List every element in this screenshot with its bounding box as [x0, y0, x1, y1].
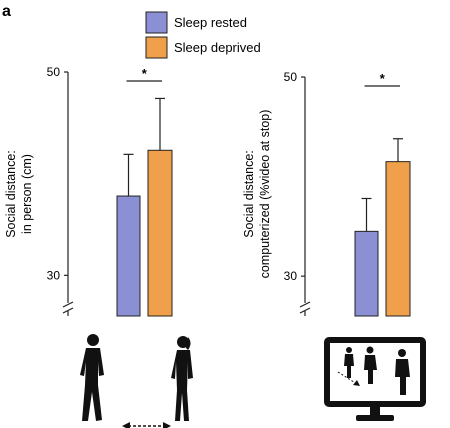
y-axis-label-line2: in person (cm) [20, 154, 34, 234]
axis-break-mark [62, 307, 74, 314]
legend-label-sleep-rested: Sleep rested [174, 15, 247, 30]
y-tick-label: 50 [47, 65, 61, 79]
bar [354, 230, 379, 317]
monitor-with-people-icon [324, 337, 426, 421]
legend: Sleep rested Sleep deprived [145, 11, 261, 59]
chart-computerized: Social distance: computerized (%video at… [242, 70, 411, 317]
axis-break-mark [299, 301, 311, 308]
axis-break-mark [299, 307, 311, 314]
bar [147, 149, 173, 317]
y-tick-label: 30 [47, 268, 61, 282]
significance-label: * [142, 66, 148, 81]
y-axis-label-line1: Social distance: [4, 150, 18, 238]
chart-in-person: Social distance: in person (cm) 30 50 * [4, 65, 173, 317]
significance-label: * [380, 71, 386, 86]
legend-label-sleep-deprived: Sleep deprived [174, 40, 261, 55]
two-people-walking-icon [80, 334, 193, 428]
y-tick-label: 30 [284, 269, 298, 283]
y-axis-label-line2: computerized (%video at stop) [258, 110, 272, 279]
panel-label: a [2, 3, 11, 20]
legend-swatch-sleep-deprived [145, 36, 168, 59]
y-axis-label-line1: Social distance: [242, 150, 256, 238]
y-tick-label: 50 [284, 70, 298, 84]
bar [116, 195, 141, 317]
bar [385, 161, 411, 317]
axis-break-mark [62, 301, 74, 308]
legend-swatch-sleep-rested [145, 11, 168, 34]
